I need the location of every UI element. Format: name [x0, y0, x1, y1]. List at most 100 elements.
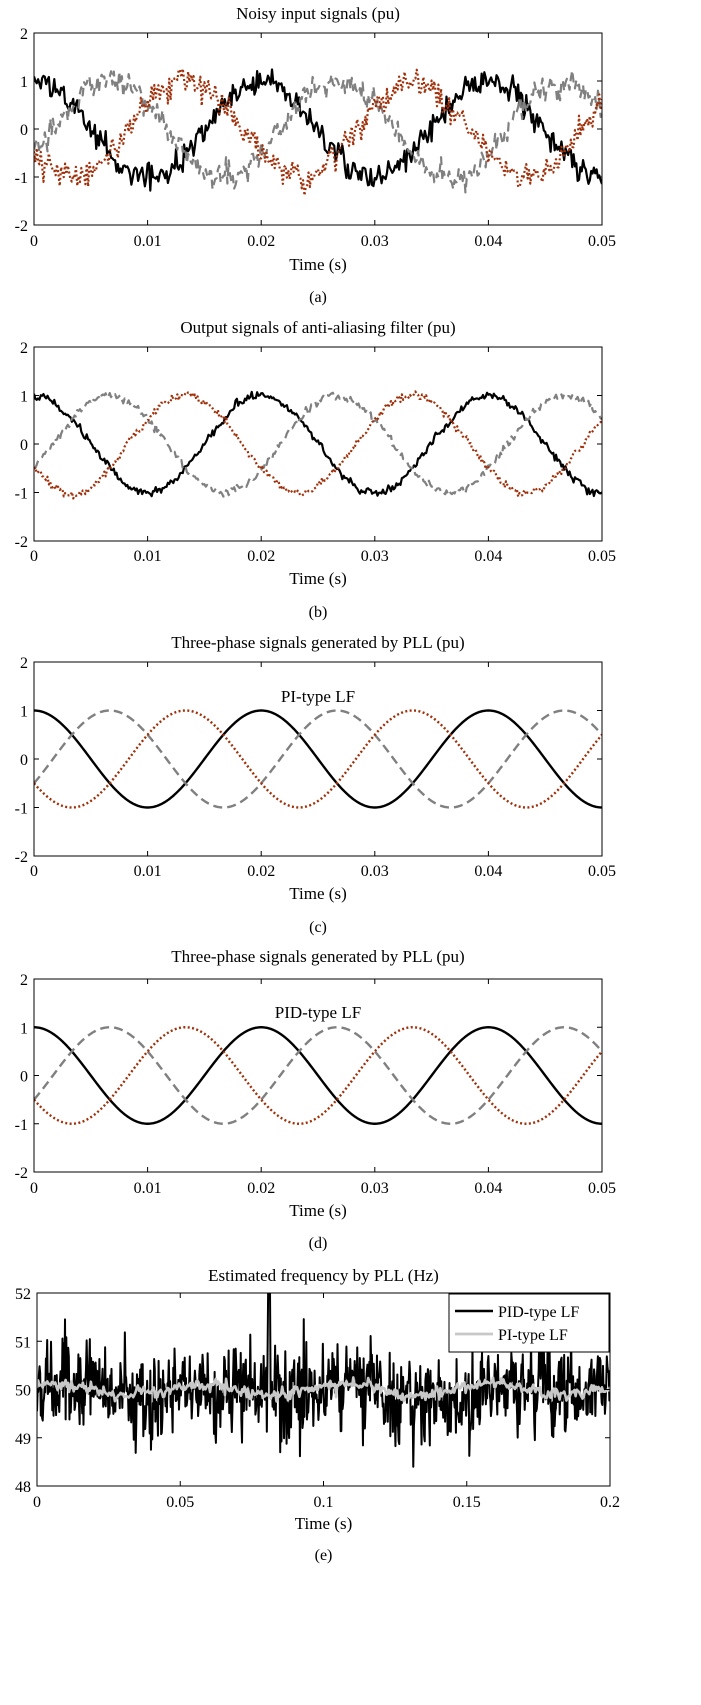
- x-tick-label: 0.01: [134, 548, 162, 565]
- legend-label-pi: PI-type LF: [498, 1327, 568, 1344]
- x-tick-label: 0: [30, 233, 38, 250]
- y-tick-label: 2: [20, 26, 28, 43]
- y-tick-label: -1: [15, 801, 28, 818]
- chart-title: Estimated frequency by PLL (Hz): [208, 1266, 439, 1285]
- chart-d: Three-phase signals generated by PLL (pu…: [15, 947, 616, 1252]
- figure-caption: (e): [315, 1547, 333, 1564]
- y-tick-label: 49: [15, 1431, 31, 1448]
- y-tick-label: 0: [20, 437, 28, 454]
- series-group: [37, 1293, 610, 1468]
- y-tick-label: 2: [20, 340, 28, 357]
- x-axis-label: Time (s): [289, 569, 346, 588]
- chart-c: Three-phase signals generated by PLL (pu…: [15, 633, 616, 936]
- y-tick-label: -1: [15, 170, 28, 187]
- series-line-3: [34, 709, 602, 809]
- series-line-2: [34, 1026, 602, 1125]
- x-axis-label: Time (s): [289, 884, 346, 903]
- x-tick-label: 0.02: [247, 233, 275, 250]
- y-tick-label: 48: [15, 1479, 31, 1496]
- chart-title: Output signals of anti-aliasing filter (…: [180, 318, 455, 337]
- figure-caption: (d): [309, 1235, 328, 1252]
- y-tick-label: 51: [15, 1334, 31, 1351]
- y-tick-label: -2: [15, 849, 28, 866]
- chart-title: Three-phase signals generated by PLL (pu…: [171, 947, 464, 966]
- x-tick-label: 0: [30, 548, 38, 565]
- x-tick-label: 0.05: [588, 1180, 616, 1197]
- chart-title: Noisy input signals (pu): [236, 4, 400, 23]
- y-tick-label: 0: [20, 122, 28, 139]
- x-tick-label: 0.04: [474, 548, 502, 565]
- y-tick-label: 1: [20, 1020, 28, 1037]
- chart-title: Three-phase signals generated by PLL (pu…: [171, 633, 464, 652]
- x-tick-label: 0.1: [314, 1494, 334, 1511]
- series-line-1: [34, 68, 602, 192]
- chart-e: Estimated frequency by PLL (Hz) 0 0.05 0.1 0…: [15, 1266, 620, 1564]
- y-tick-label: 2: [20, 972, 28, 989]
- chart-b: Output signals of anti-aliasing filter (…: [15, 318, 616, 621]
- x-tick-label: 0.05: [588, 233, 616, 250]
- series-line-1: [34, 390, 602, 498]
- y-tick-label: 1: [20, 74, 28, 91]
- x-tick-label: 0.2: [600, 1494, 620, 1511]
- series-line-3: [34, 67, 602, 197]
- figure-caption: (a): [309, 289, 327, 306]
- x-tick-label: 0.02: [247, 1180, 275, 1197]
- series-line-3: [34, 390, 602, 500]
- x-tick-label: 0.04: [474, 233, 502, 250]
- y-tick-label: 52: [15, 1286, 31, 1303]
- series-line-1: [34, 709, 602, 809]
- y-tick-label: -1: [15, 486, 28, 503]
- y-tick-label: -2: [15, 218, 28, 235]
- x-axis-label: Time (s): [295, 1514, 352, 1533]
- x-tick-label: 0.15: [453, 1494, 481, 1511]
- legend-label-pid: PID-type LF: [498, 1304, 579, 1321]
- x-tick-label: 0.01: [134, 863, 162, 880]
- y-tick-label: 50: [15, 1383, 31, 1400]
- x-tick-label: 0.02: [247, 548, 275, 565]
- y-tick-label: 0: [20, 752, 28, 769]
- x-tick-label: 0.01: [134, 233, 162, 250]
- x-tick-label: 0.05: [166, 1494, 194, 1511]
- x-tick-label: 0.02: [247, 863, 275, 880]
- x-tick-label: 0.05: [588, 863, 616, 880]
- figure-caption: (c): [309, 919, 327, 936]
- series-line-pi: [37, 1376, 610, 1403]
- series-line-3: [34, 1026, 602, 1125]
- series-group: [34, 390, 602, 500]
- y-tick-label: 1: [20, 389, 28, 406]
- legend: PID-type LF PI-type LF: [448, 1293, 610, 1353]
- series-line-2: [34, 391, 602, 498]
- x-tick-label: 0.03: [361, 1180, 389, 1197]
- x-tick-label: 0.01: [134, 1180, 162, 1197]
- x-tick-label: 0.03: [361, 233, 389, 250]
- y-tick-label: -2: [15, 1165, 28, 1182]
- series-group: [34, 1026, 602, 1125]
- series-line-1: [34, 1026, 602, 1125]
- x-tick-label: 0: [33, 1494, 41, 1511]
- series-line-2: [34, 69, 602, 194]
- x-tick-label: 0: [30, 1180, 38, 1197]
- y-tick-label: 1: [20, 704, 28, 721]
- x-tick-label: 0.03: [361, 548, 389, 565]
- y-tick-label: 0: [20, 1069, 28, 1086]
- y-tick-label: 2: [20, 655, 28, 672]
- y-tick-label: -2: [15, 534, 28, 551]
- series-line-2: [34, 709, 602, 809]
- series-line-pid: [37, 1293, 610, 1468]
- legend-box: [448, 1293, 610, 1353]
- x-tick-label: 0.03: [361, 863, 389, 880]
- y-tick-label: -1: [15, 1117, 28, 1134]
- plot-annotation: PID-type LF: [275, 1003, 361, 1022]
- plot-annotation: PI-type LF: [281, 687, 355, 706]
- axes-box: [33, 346, 603, 542]
- series-group: [34, 67, 602, 197]
- series-group: [34, 709, 602, 809]
- x-tick-label: 0.04: [474, 1180, 502, 1197]
- x-tick-label: 0.04: [474, 863, 502, 880]
- x-tick-label: 0: [30, 863, 38, 880]
- x-tick-label: 0.05: [588, 548, 616, 565]
- x-axis-label: Time (s): [289, 255, 346, 274]
- figure-caption: (b): [309, 604, 328, 621]
